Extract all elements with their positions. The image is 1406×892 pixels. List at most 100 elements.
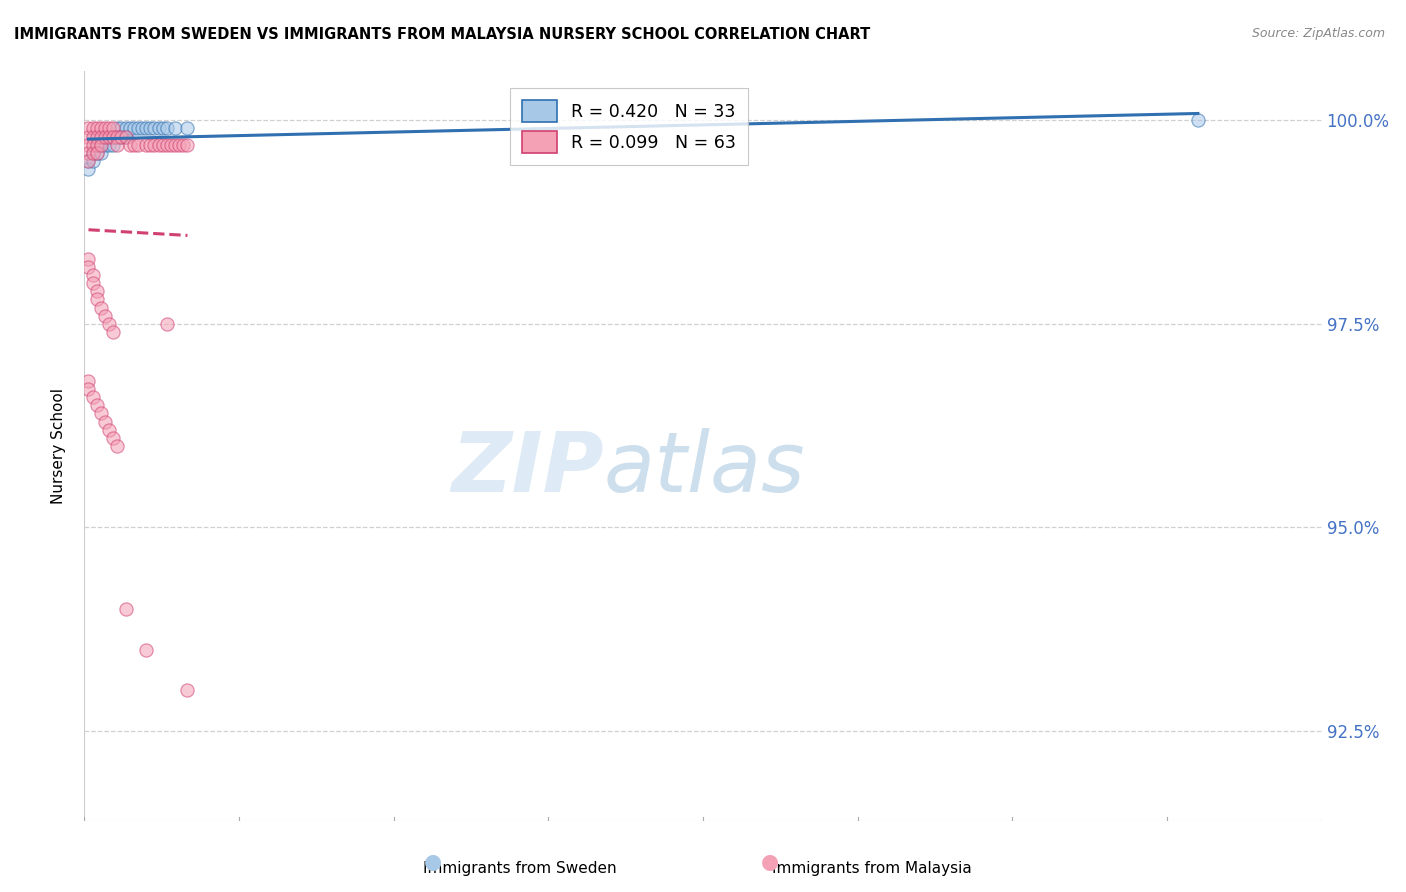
Point: [110, 129, 132, 144]
Text: Immigrants from Sweden: Immigrants from Sweden: [423, 861, 617, 876]
Point: [98, 317, 121, 331]
Point: [139, 137, 162, 152]
Point: [82, 121, 104, 136]
Point: [86, 129, 108, 144]
Point: [77, 374, 100, 388]
Point: [110, 121, 132, 136]
Point: [176, 121, 198, 136]
Point: [77, 145, 100, 160]
Point: [94, 309, 117, 323]
Point: [165, 121, 187, 136]
Point: [94, 129, 117, 144]
Text: IMMIGRANTS FROM SWEDEN VS IMMIGRANTS FROM MALAYSIA NURSERY SCHOOL CORRELATION CH: IMMIGRANTS FROM SWEDEN VS IMMIGRANTS FRO…: [14, 27, 870, 42]
Point: [143, 121, 166, 136]
Point: [90, 137, 112, 152]
Point: [86, 293, 108, 307]
Point: [94, 129, 117, 144]
Point: [135, 642, 157, 657]
Point: [127, 137, 149, 152]
Point: [94, 121, 117, 136]
Point: [86, 145, 108, 160]
Point: [77, 129, 100, 144]
Point: [131, 121, 153, 136]
Point: [77, 252, 100, 266]
Point: [143, 137, 166, 152]
Legend: R = 0.420   N = 33, R = 0.099   N = 63: R = 0.420 N = 33, R = 0.099 N = 63: [510, 87, 748, 165]
Point: [103, 129, 125, 144]
Point: [114, 121, 136, 136]
Text: atlas: atlas: [605, 428, 806, 509]
Point: [152, 121, 174, 136]
Point: [86, 398, 108, 412]
Point: [105, 121, 128, 136]
Point: [105, 129, 128, 144]
Point: [103, 325, 125, 339]
Point: [98, 423, 121, 437]
Point: [90, 301, 112, 315]
Point: [86, 137, 108, 152]
Point: [172, 137, 194, 152]
Point: [82, 145, 104, 160]
Point: [98, 129, 121, 144]
Point: [82, 390, 104, 404]
Point: [77, 137, 100, 152]
Point: [1187, 113, 1209, 128]
Point: [82, 153, 104, 168]
Point: [86, 285, 108, 299]
Point: [135, 137, 157, 152]
Point: [176, 683, 198, 698]
Point: [148, 137, 170, 152]
Point: [127, 121, 149, 136]
Point: [110, 129, 132, 144]
Point: [135, 121, 157, 136]
Point: [90, 137, 112, 152]
Point: [122, 137, 145, 152]
Point: [77, 121, 100, 136]
Point: [152, 137, 174, 152]
Point: [103, 121, 125, 136]
Point: [105, 137, 128, 152]
Text: ●: ●: [762, 853, 779, 872]
Text: ●: ●: [425, 853, 441, 872]
Text: Immigrants from Malaysia: Immigrants from Malaysia: [772, 861, 972, 876]
Point: [90, 129, 112, 144]
Point: [90, 406, 112, 420]
Point: [167, 137, 190, 152]
Point: [105, 439, 128, 453]
Point: [118, 137, 141, 152]
Point: [103, 137, 125, 152]
Point: [114, 129, 136, 144]
Point: [148, 121, 170, 136]
Y-axis label: Nursery School: Nursery School: [51, 388, 66, 504]
Point: [82, 268, 104, 282]
Point: [82, 276, 104, 290]
Point: [156, 137, 179, 152]
Point: [77, 382, 100, 396]
Point: [122, 121, 145, 136]
Point: [139, 121, 162, 136]
Point: [77, 260, 100, 274]
Point: [90, 121, 112, 136]
Point: [86, 145, 108, 160]
Point: [114, 602, 136, 616]
Point: [90, 145, 112, 160]
Point: [103, 431, 125, 445]
Point: [103, 129, 125, 144]
Point: [118, 121, 141, 136]
Text: ZIP: ZIP: [451, 428, 605, 509]
Point: [94, 137, 117, 152]
Point: [165, 137, 187, 152]
Point: [114, 129, 136, 144]
Point: [86, 137, 108, 152]
Point: [77, 153, 100, 168]
Point: [105, 129, 128, 144]
Point: [98, 129, 121, 144]
Point: [160, 137, 183, 152]
Point: [82, 137, 104, 152]
Point: [94, 415, 117, 429]
Point: [156, 121, 179, 136]
Point: [98, 137, 121, 152]
Point: [86, 121, 108, 136]
Text: Source: ZipAtlas.com: Source: ZipAtlas.com: [1251, 27, 1385, 40]
Point: [98, 121, 121, 136]
